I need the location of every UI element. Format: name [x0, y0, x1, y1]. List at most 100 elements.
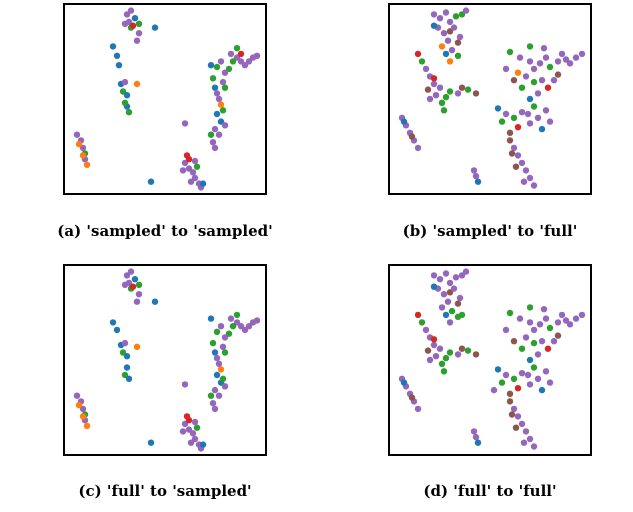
scatter-point [530, 339, 538, 347]
scatter-point [213, 90, 221, 97]
scatter-point [518, 345, 526, 352]
scatter-point [454, 90, 462, 97]
scatter-point [464, 86, 472, 93]
scatter-point [454, 300, 462, 307]
scatter-point [109, 319, 117, 326]
scatter-point [121, 99, 129, 107]
scatter-point [233, 45, 241, 52]
scatter-point [211, 144, 219, 152]
scatter-point [456, 294, 464, 302]
scatter-point [490, 386, 498, 394]
scatter-point [448, 307, 456, 315]
scatter-point [454, 52, 462, 59]
scatter-point [512, 163, 520, 170]
scatter-point [470, 428, 478, 435]
scatter-point [125, 375, 133, 382]
scatter-point [215, 360, 223, 367]
scatter-point [438, 43, 446, 50]
scatter-point [442, 354, 450, 362]
scatter-point [127, 268, 135, 275]
scatter-plot-a [73, 7, 261, 191]
scatter-point [189, 430, 197, 437]
scatter-point [454, 351, 462, 358]
scatter-point [79, 413, 87, 420]
scatter-point [530, 364, 538, 371]
scatter-point [502, 371, 510, 379]
scatter-point [179, 167, 187, 174]
scatter-point [578, 311, 586, 319]
scatter-point [127, 7, 135, 14]
caption-d: (d) 'full' to 'full' [423, 482, 557, 500]
scatter-point [213, 354, 221, 362]
scatter-point [506, 137, 514, 144]
scatter-point [233, 311, 241, 319]
scatter-point [135, 291, 143, 298]
scatter-point [526, 174, 534, 182]
scatter-point [542, 315, 550, 322]
scatter-point [436, 345, 444, 352]
scatter-point [187, 439, 195, 446]
scatter-point [221, 122, 229, 129]
scatter-point [526, 304, 534, 311]
scatter-point [123, 353, 131, 360]
scatter-point [181, 381, 189, 388]
scatter-point [444, 298, 452, 305]
scatter-point [135, 281, 143, 288]
scatter-point [542, 368, 550, 375]
scatter-point [400, 379, 408, 386]
scatter-point [189, 169, 197, 176]
scatter-point [125, 109, 133, 116]
scatter-point [199, 180, 207, 187]
scatter-point [520, 178, 528, 185]
scatter-point [79, 152, 87, 159]
scatter-point [472, 351, 480, 358]
scatter-point [79, 144, 87, 152]
scatter-point [540, 306, 548, 313]
scatter-point [526, 43, 534, 50]
scatter-point [550, 77, 558, 84]
scatter-point [444, 37, 452, 44]
scatter-point [414, 144, 422, 152]
scatter-point [510, 77, 518, 84]
scatter-point [446, 18, 454, 26]
scatter-point [442, 311, 450, 319]
scatter-point [422, 65, 430, 73]
scatter-point [113, 326, 121, 334]
scatter-point [502, 110, 510, 118]
scatter-point [115, 62, 123, 69]
scatter-point [518, 370, 526, 377]
scatter-point [514, 69, 522, 76]
scatter-point [207, 315, 215, 322]
scatter-point [526, 381, 534, 388]
scatter-point [442, 50, 450, 58]
scatter-panel-d [388, 264, 592, 456]
scatter-point [448, 46, 456, 54]
scatter-point [193, 163, 201, 170]
scatter-point [436, 84, 444, 91]
scatter-point [510, 144, 518, 152]
scatter-point [215, 392, 223, 399]
scatter-point [530, 326, 538, 334]
scatter-point [217, 366, 225, 373]
scatter-point [211, 125, 219, 133]
scatter-point [424, 347, 432, 354]
scatter-point [229, 323, 237, 330]
scatter-point [213, 63, 221, 71]
scatter-point [538, 77, 546, 84]
scatter-point [245, 323, 253, 330]
scatter-point [518, 420, 526, 428]
scatter-point [430, 22, 438, 29]
scatter-point [506, 129, 514, 136]
scatter-point [207, 62, 215, 69]
scatter-panel-a [63, 3, 267, 195]
scatter-point [566, 321, 574, 328]
scatter-point [506, 390, 514, 397]
scatter-point [498, 118, 506, 125]
scatter-point [498, 379, 506, 386]
scatter-point [458, 345, 466, 352]
scatter-point [414, 311, 422, 319]
scatter-point [430, 11, 438, 18]
scatter-point [446, 319, 454, 326]
scatter-point [75, 401, 83, 409]
scatter-point [538, 125, 546, 133]
